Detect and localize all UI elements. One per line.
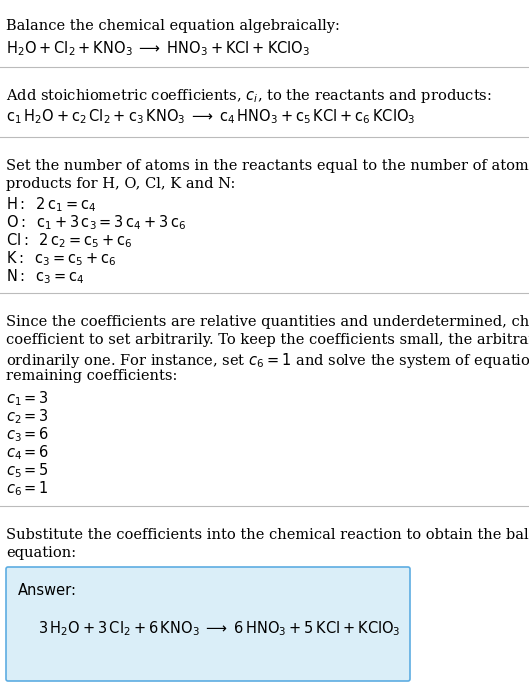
Text: Balance the chemical equation algebraically:: Balance the chemical equation algebraica… <box>6 19 340 33</box>
Text: $\mathrm{H:\;\; 2\,c_1 = c_4}$: $\mathrm{H:\;\; 2\,c_1 = c_4}$ <box>6 195 96 214</box>
Text: $\mathrm{Cl:\;\; 2\,c_2 = c_5 + c_6}$: $\mathrm{Cl:\;\; 2\,c_2 = c_5 + c_6}$ <box>6 231 133 249</box>
Text: $c_5 = 5$: $c_5 = 5$ <box>6 461 49 480</box>
Text: $\mathrm{H_2O + Cl_2 + KNO_3 \;\longrightarrow\; HNO_3 + KCl + KClO_3}$: $\mathrm{H_2O + Cl_2 + KNO_3 \;\longrigh… <box>6 39 310 58</box>
Text: $\mathrm{c_1 \, H_2O + c_2 \, Cl_2 + c_3 \, KNO_3 \;\longrightarrow\; c_4 \, HNO: $\mathrm{c_1 \, H_2O + c_2 \, Cl_2 + c_3… <box>6 107 415 126</box>
Text: $\mathrm{N:\;\; c_3 = c_4}$: $\mathrm{N:\;\; c_3 = c_4}$ <box>6 267 85 286</box>
Text: ordinarily one. For instance, set $c_6 = 1$ and solve the system of equations fo: ordinarily one. For instance, set $c_6 =… <box>6 351 529 370</box>
Text: Answer:: Answer: <box>18 583 77 598</box>
Text: $c_4 = 6$: $c_4 = 6$ <box>6 443 49 462</box>
Text: $c_2 = 3$: $c_2 = 3$ <box>6 407 49 426</box>
FancyBboxPatch shape <box>6 567 410 681</box>
Text: $c_6 = 1$: $c_6 = 1$ <box>6 479 49 497</box>
Text: remaining coefficients:: remaining coefficients: <box>6 369 177 383</box>
Text: $\mathrm{K:\;\; c_3 = c_5 + c_6}$: $\mathrm{K:\;\; c_3 = c_5 + c_6}$ <box>6 249 116 268</box>
Text: Since the coefficients are relative quantities and underdetermined, choose a: Since the coefficients are relative quan… <box>6 315 529 329</box>
Text: Substitute the coefficients into the chemical reaction to obtain the balanced: Substitute the coefficients into the che… <box>6 528 529 542</box>
Text: coefficient to set arbitrarily. To keep the coefficients small, the arbitrary va: coefficient to set arbitrarily. To keep … <box>6 333 529 347</box>
Text: $c_1 = 3$: $c_1 = 3$ <box>6 389 49 407</box>
Text: Add stoichiometric coefficients, $c_i$, to the reactants and products:: Add stoichiometric coefficients, $c_i$, … <box>6 87 492 105</box>
Text: Set the number of atoms in the reactants equal to the number of atoms in the: Set the number of atoms in the reactants… <box>6 159 529 173</box>
Text: equation:: equation: <box>6 546 76 560</box>
Text: $\mathrm{O:\;\; c_1 + 3\,c_3 = 3\,c_4 + 3\,c_6}$: $\mathrm{O:\;\; c_1 + 3\,c_3 = 3\,c_4 + … <box>6 213 187 232</box>
Text: $c_3 = 6$: $c_3 = 6$ <box>6 425 49 444</box>
Text: products for H, O, Cl, K and N:: products for H, O, Cl, K and N: <box>6 177 235 191</box>
Text: $\mathrm{3\,H_2O + 3\,Cl_2 + 6\,KNO_3 \;\longrightarrow\; 6\,HNO_3 + 5\,KCl + KC: $\mathrm{3\,H_2O + 3\,Cl_2 + 6\,KNO_3 \;… <box>38 619 400 638</box>
